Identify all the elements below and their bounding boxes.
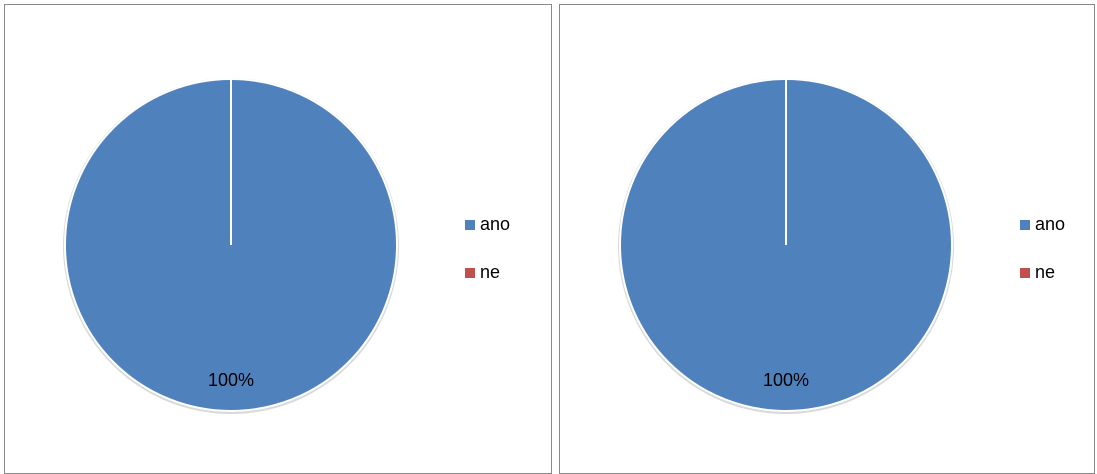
legend-swatch-ano (1020, 220, 1030, 230)
pie-chart-left: 100% ano ne (4, 4, 552, 474)
pie-chart-right: 100% ano ne (559, 4, 1095, 474)
legend-swatch-ano (465, 220, 475, 230)
pie-chart-right-svg: 100% ano ne (618, 78, 1065, 414)
legend-label-ne: ne (480, 262, 500, 282)
data-label-ano: 100% (763, 370, 809, 390)
legend-label-ano: ano (1035, 214, 1065, 234)
pie-chart-left-svg: 100% ano ne (63, 78, 510, 414)
legend-swatch-ne (465, 268, 475, 278)
legend-swatch-ne (1020, 268, 1030, 278)
legend-label-ne: ne (1035, 262, 1055, 282)
data-label-ano: 100% (208, 370, 254, 390)
legend-label-ano: ano (480, 214, 510, 234)
